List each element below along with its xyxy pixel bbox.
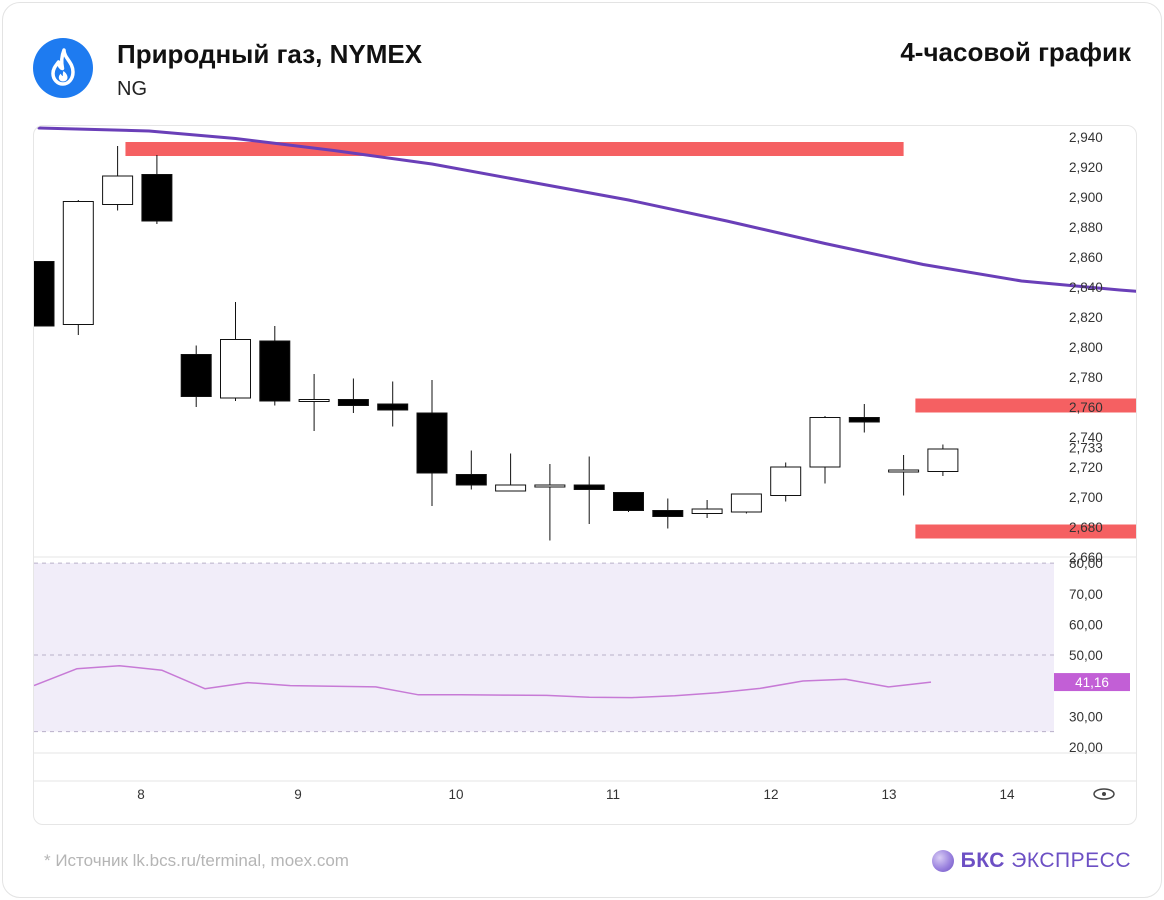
candle-body <box>652 510 684 517</box>
price-tick-label: 2,860 <box>1069 250 1103 265</box>
level-zone <box>915 398 1136 413</box>
price-tick-label: 2,940 <box>1069 130 1103 145</box>
price-tick-label: 2,840 <box>1069 280 1103 295</box>
oscillator-tick-label: 50,00 <box>1069 648 1103 663</box>
candle-body <box>102 175 134 205</box>
brand-name: БКС ЭКСПРЕСС <box>961 849 1131 873</box>
candle-body <box>730 493 762 513</box>
candle-body <box>613 492 644 511</box>
chart-period: 4-часовой график <box>900 37 1131 67</box>
price-tick-label: 2,720 <box>1069 460 1103 475</box>
logo <box>33 38 93 98</box>
candle-body <box>259 340 291 402</box>
time-tick-label: 9 <box>294 787 302 802</box>
candle-body <box>180 354 212 397</box>
instrument-ticker: NG <box>117 78 147 100</box>
price-tick-label: 2,740 <box>1069 430 1103 445</box>
price-tick-label: 2,880 <box>1069 220 1103 235</box>
candle-body <box>298 399 330 402</box>
flame-icon <box>51 48 75 86</box>
moving-average-line <box>37 126 1136 293</box>
candle-body <box>809 417 841 468</box>
time-tick-label: 14 <box>999 787 1015 802</box>
oscillator-line <box>34 664 932 699</box>
chart-svg[interactable]: 2,940 2,920 2,900 2,880 2,860 2,840 2,820 2,800… <box>34 126 1136 824</box>
oscillator-value-badge <box>1054 673 1130 692</box>
candle-body <box>416 412 448 474</box>
oscillator-value-label: 41,16 <box>1075 675 1109 690</box>
candle-body <box>691 508 723 514</box>
price-tick-label: 2,700 <box>1069 490 1103 505</box>
level-zone <box>915 524 1136 539</box>
candle-body <box>62 201 94 325</box>
oscillator-band <box>34 563 1054 732</box>
instrument-title: Природный газ, NYMEX <box>117 39 423 69</box>
chart-area[interactable]: 2,940 2,920 2,900 2,880 2,860 2,840 2,820 2,800… <box>33 125 1137 825</box>
brand-logo: БКС ЭКСПРЕСС <box>931 848 1131 874</box>
time-tick-label: 8 <box>137 787 145 802</box>
eye-icon[interactable] <box>1093 788 1115 800</box>
candle-body <box>495 484 527 492</box>
brand-mark-icon <box>931 850 954 872</box>
candle-body <box>34 261 55 327</box>
time-tick-label: 13 <box>881 787 896 802</box>
price-tick-label: 2,680 <box>1069 520 1103 535</box>
level-zone <box>125 142 904 156</box>
candle-body <box>220 339 251 399</box>
candle-body <box>337 399 369 406</box>
oscillator-tick-label: 80,00 <box>1069 556 1103 571</box>
candle-body <box>888 469 920 473</box>
time-tick-label: 12 <box>763 787 778 802</box>
price-tick-label: 2,920 <box>1069 160 1103 175</box>
candle-body <box>377 403 409 411</box>
candle-body <box>927 448 959 472</box>
oscillator-tick-label: 70,00 <box>1069 587 1103 602</box>
price-tick-label: 2,760 <box>1069 400 1103 415</box>
oscillator-tick-label: 30,00 <box>1069 709 1103 724</box>
price-tick-label: 2,733 <box>1069 441 1103 456</box>
candle-body <box>770 466 802 496</box>
candle-body <box>534 484 566 488</box>
candle-body <box>141 174 173 222</box>
brand-name-rest: ЭКСПРЕСС <box>1004 849 1131 872</box>
candle-body <box>573 484 605 490</box>
oscillator-tick-label: 60,00 <box>1069 617 1103 632</box>
source-note: * Источник lk.bcs.ru/terminal, moex.com <box>44 851 349 870</box>
eye-icon-pupil <box>1102 792 1106 796</box>
price-tick-label: 2,820 <box>1069 310 1103 325</box>
price-tick-label: 2,900 <box>1069 190 1103 205</box>
brand-name-bold: БКС <box>960 849 1005 872</box>
oscillator-tick-label: 20,00 <box>1069 740 1103 755</box>
time-tick-label: 11 <box>606 787 620 802</box>
price-tick-label: 2,660 <box>1069 550 1103 565</box>
candle-body <box>848 417 880 423</box>
time-tick-label: 10 <box>448 787 463 802</box>
candle-body <box>455 474 487 486</box>
price-tick-label: 2,780 <box>1069 370 1103 385</box>
price-tick-label: 2,800 <box>1069 340 1103 355</box>
